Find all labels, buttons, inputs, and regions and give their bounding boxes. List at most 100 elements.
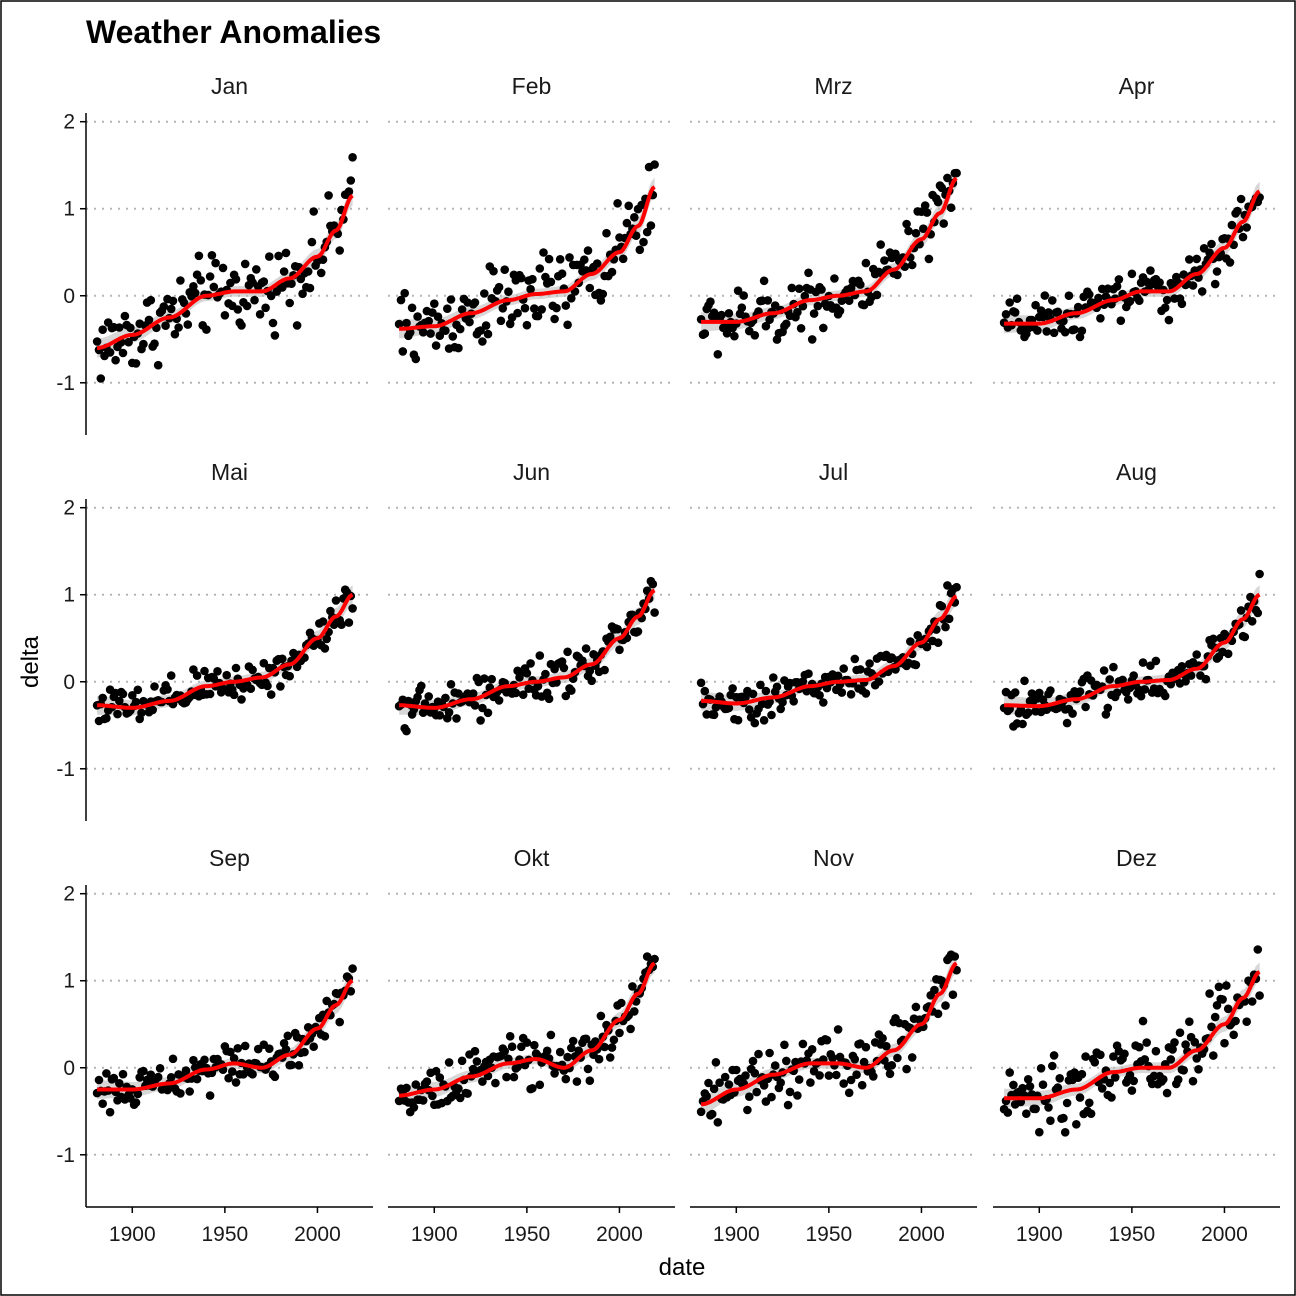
data-point [696, 1107, 706, 1117]
data-point [346, 987, 356, 996]
data-point [857, 1080, 867, 1090]
data-point [893, 1053, 902, 1063]
data-point [1094, 293, 1103, 303]
data-point [1138, 1016, 1148, 1026]
data-point [1036, 306, 1046, 315]
data-point [937, 601, 947, 611]
data-point [600, 1042, 609, 1052]
data-point [907, 260, 917, 270]
data-point [607, 267, 617, 277]
data-point [924, 254, 934, 264]
data-point [511, 688, 521, 698]
data-point [1038, 1080, 1048, 1089]
data-point [756, 680, 765, 690]
data-point [748, 689, 758, 699]
panel-jan: Jan -1 0 1 2 [56, 73, 373, 435]
data-point [567, 686, 576, 695]
data-point [856, 665, 865, 674]
data-point [861, 689, 871, 698]
data-point [170, 329, 180, 339]
x-tick-label: 2000 [596, 1223, 643, 1246]
data-point [861, 258, 871, 268]
data-point [1005, 1068, 1014, 1077]
data-point [1151, 1046, 1161, 1056]
data-point [476, 326, 485, 335]
data-point [1072, 1120, 1081, 1129]
data-point [426, 329, 435, 338]
data-point [752, 1087, 761, 1097]
data-point [1205, 989, 1214, 998]
data-point [105, 348, 115, 357]
data-point [807, 335, 817, 344]
data-point [635, 245, 645, 255]
data-point [1177, 299, 1187, 309]
trend-line [399, 588, 656, 710]
data-point [505, 1032, 515, 1041]
data-point [739, 291, 748, 300]
data-point [246, 684, 256, 693]
data-point [1185, 255, 1194, 264]
data-point [281, 1045, 291, 1054]
trend-line [96, 194, 354, 350]
data-point [131, 697, 141, 707]
data-point [1186, 671, 1196, 680]
data-point [1060, 1128, 1070, 1137]
data-point [922, 642, 932, 652]
data-point [285, 298, 295, 308]
data-point [930, 985, 939, 995]
data-point [885, 1069, 895, 1079]
data-point [1070, 325, 1079, 334]
data-point [1036, 1064, 1046, 1073]
data-point [780, 1040, 789, 1050]
data-point [1222, 981, 1231, 990]
data-point [891, 249, 900, 259]
data-point [500, 265, 510, 275]
data-point [761, 321, 771, 331]
data-point [706, 297, 715, 307]
data-point [1110, 1073, 1120, 1082]
data-point [287, 279, 296, 289]
data-point [276, 682, 285, 691]
data-point [568, 1036, 578, 1046]
data-point [1162, 295, 1172, 305]
data-point [530, 1040, 539, 1050]
data-point [504, 287, 513, 297]
data-point [1120, 1049, 1129, 1059]
data-point [835, 306, 845, 316]
data-point [713, 1118, 723, 1127]
panel-title: Apr [1119, 73, 1155, 99]
data-point [1020, 676, 1029, 686]
data-point [190, 288, 200, 298]
data-point [1160, 691, 1170, 701]
data-point [1081, 1052, 1090, 1061]
data-point [711, 1058, 721, 1067]
data-point [137, 708, 146, 718]
data-point [765, 1048, 774, 1058]
data-point [279, 267, 289, 276]
trend-line [1004, 189, 1261, 326]
data-point [470, 298, 480, 307]
data-point [320, 1032, 330, 1041]
data-point [337, 620, 346, 629]
data-point [1160, 303, 1170, 313]
data-point [828, 1053, 837, 1063]
data-point [624, 201, 633, 211]
data-point [574, 1046, 583, 1055]
panel-apr: Apr [993, 73, 1280, 384]
data-point [809, 309, 819, 318]
data-point [526, 284, 535, 294]
data-point [118, 1069, 128, 1079]
data-point [1162, 1088, 1172, 1098]
data-point [952, 168, 961, 178]
data-point [281, 248, 291, 258]
data-point [948, 990, 958, 999]
data-point [720, 1072, 730, 1082]
panel-title: Jun [513, 459, 550, 485]
data-point [622, 218, 632, 228]
data-point [413, 312, 422, 321]
data-point [1233, 206, 1242, 216]
data-point [798, 1039, 808, 1049]
data-point [94, 1075, 104, 1085]
data-point [846, 690, 856, 699]
data-point [294, 1061, 304, 1070]
